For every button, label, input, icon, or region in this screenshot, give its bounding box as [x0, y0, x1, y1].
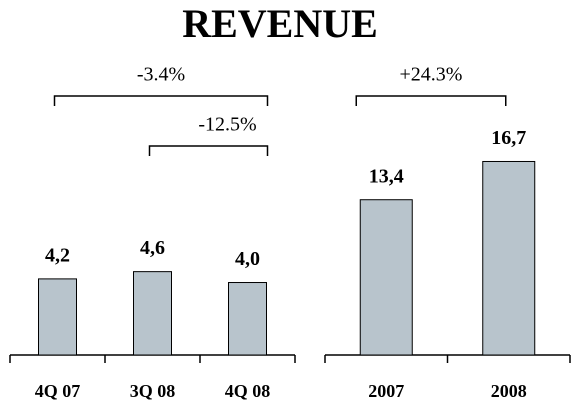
value-label: 4,6 — [140, 237, 165, 259]
bar — [482, 160, 536, 356]
x-tick-label: 2008 — [491, 381, 527, 401]
bracket — [355, 95, 507, 106]
bar — [38, 278, 77, 356]
x-tick-label: 3Q 08 — [130, 381, 176, 401]
annotation: -3.4% — [137, 64, 185, 86]
bar — [359, 199, 413, 356]
annotation: +24.3% — [400, 64, 463, 86]
bracket — [148, 145, 269, 156]
x-tick-label: 4Q 07 — [35, 381, 81, 401]
value-label: 16,7 — [491, 127, 526, 149]
value-label: 4,2 — [45, 244, 70, 266]
x-tick-label: 2007 — [368, 381, 404, 401]
bar — [228, 282, 267, 356]
value-label: 4,0 — [235, 248, 260, 270]
chart-title: REVENUE — [182, 1, 378, 46]
bar — [133, 271, 172, 356]
x-tick-label: 4Q 08 — [225, 381, 271, 401]
value-label: 13,4 — [369, 165, 404, 187]
annotation: -12.5% — [198, 114, 256, 136]
bracket — [53, 95, 269, 106]
